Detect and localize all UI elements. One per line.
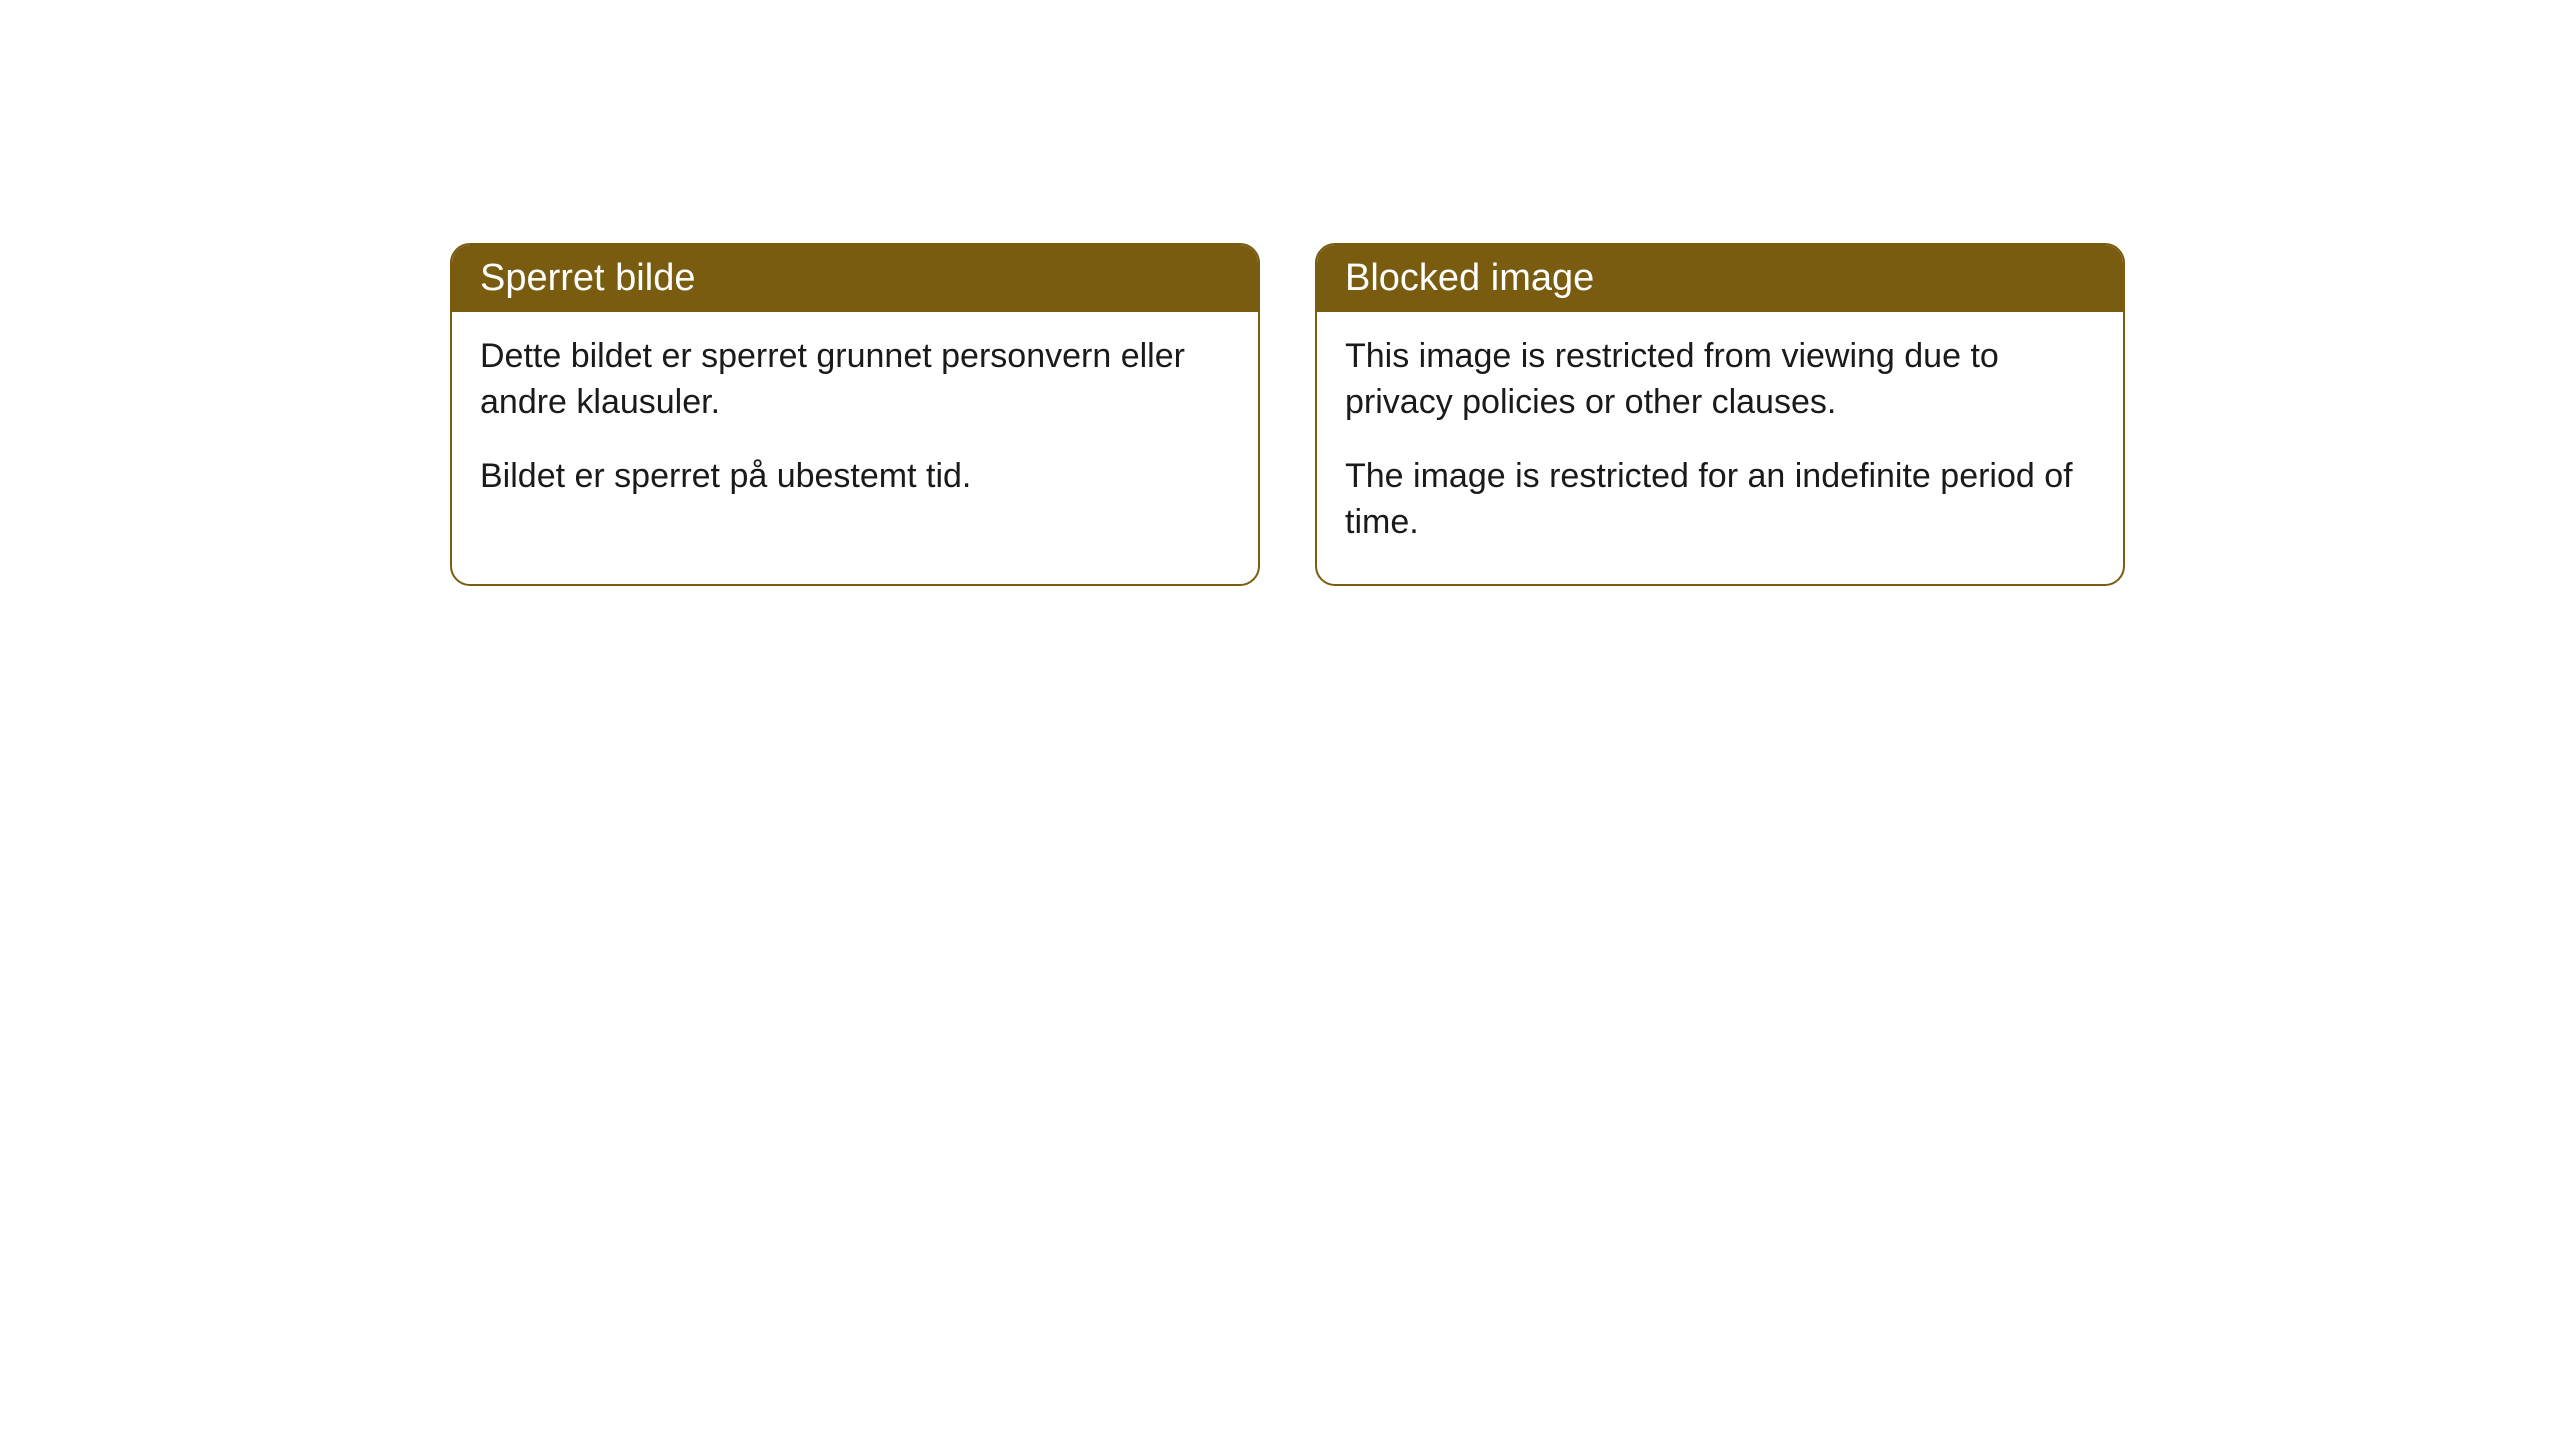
card-paragraph: The image is restricted for an indefinit… (1345, 454, 2095, 546)
card-header-english: Blocked image (1317, 245, 2123, 312)
card-title: Sperret bilde (480, 257, 695, 299)
card-header-norwegian: Sperret bilde (452, 245, 1258, 312)
card-title: Blocked image (1345, 257, 1594, 299)
notice-container: Sperret bilde Dette bildet er sperret gr… (0, 0, 2560, 586)
card-paragraph: Bildet er sperret på ubestemt tid. (480, 454, 1230, 500)
card-body-english: This image is restricted from viewing du… (1317, 312, 2123, 584)
blocked-image-card-norwegian: Sperret bilde Dette bildet er sperret gr… (450, 243, 1260, 586)
card-paragraph: This image is restricted from viewing du… (1345, 334, 2095, 426)
card-body-norwegian: Dette bildet er sperret grunnet personve… (452, 312, 1258, 538)
card-paragraph: Dette bildet er sperret grunnet personve… (480, 334, 1230, 426)
blocked-image-card-english: Blocked image This image is restricted f… (1315, 243, 2125, 586)
